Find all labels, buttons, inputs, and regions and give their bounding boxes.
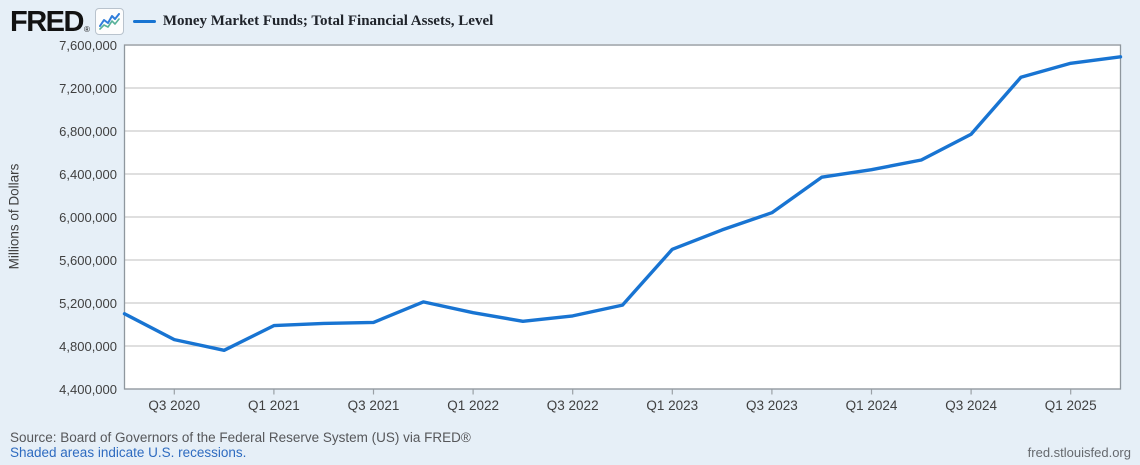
source-note: Source: Board of Governors of the Federa…	[10, 430, 471, 445]
x-tick-label: Q1 2025	[1044, 398, 1097, 413]
y-tick-label: 6,400,000	[59, 166, 117, 182]
sparkline-chart-icon	[94, 7, 124, 35]
fred-url-watermark: fred.stlouisfed.org	[1027, 445, 1131, 460]
x-tick-label: Q3 2023	[745, 398, 798, 413]
y-tick-label: 5,600,000	[59, 252, 117, 268]
y-tick-label: 6,000,000	[59, 209, 117, 225]
x-tick-label: Q1 2024	[845, 398, 898, 413]
graph-header: FRED ® Money Market Funds; Total Financi…	[10, 5, 493, 37]
x-tick-label: Q3 2022	[546, 398, 599, 413]
x-tick-label: Q1 2022	[447, 398, 499, 413]
recession-shading-link[interactable]: Shaded areas indicate U.S. recessions.	[10, 445, 247, 460]
y-tick-label: 4,800,000	[59, 338, 117, 354]
y-tick-label: 4,400,000	[59, 381, 117, 397]
plot-border	[123, 44, 1122, 390]
series-legend: Money Market Funds; Total Financial Asse…	[132, 12, 494, 30]
registered-trademark-mark: ®	[83, 24, 90, 34]
y-tick-label: 7,200,000	[59, 80, 117, 96]
legend-line-swatch	[132, 19, 156, 23]
x-tick-label: Q1 2023	[646, 398, 699, 413]
legend-series-label: Money Market Funds; Total Financial Asse…	[162, 12, 494, 29]
x-tick-label: Q1 2021	[247, 398, 300, 413]
x-tick-label: Q3 2021	[347, 398, 400, 413]
y-tick-label: 7,600,000	[59, 37, 117, 53]
data-line-money-market-funds[interactable]	[122, 55, 1123, 352]
x-tick-label: Q3 2020	[148, 398, 201, 413]
y-tick-label: 6,800,000	[59, 123, 117, 139]
x-tick-label: Q3 2024	[945, 398, 997, 413]
fred-logo[interactable]: FRED ®	[10, 5, 124, 38]
fred-logo-text: FRED	[10, 5, 84, 38]
y-tick-label: 5,200,000	[59, 295, 117, 311]
